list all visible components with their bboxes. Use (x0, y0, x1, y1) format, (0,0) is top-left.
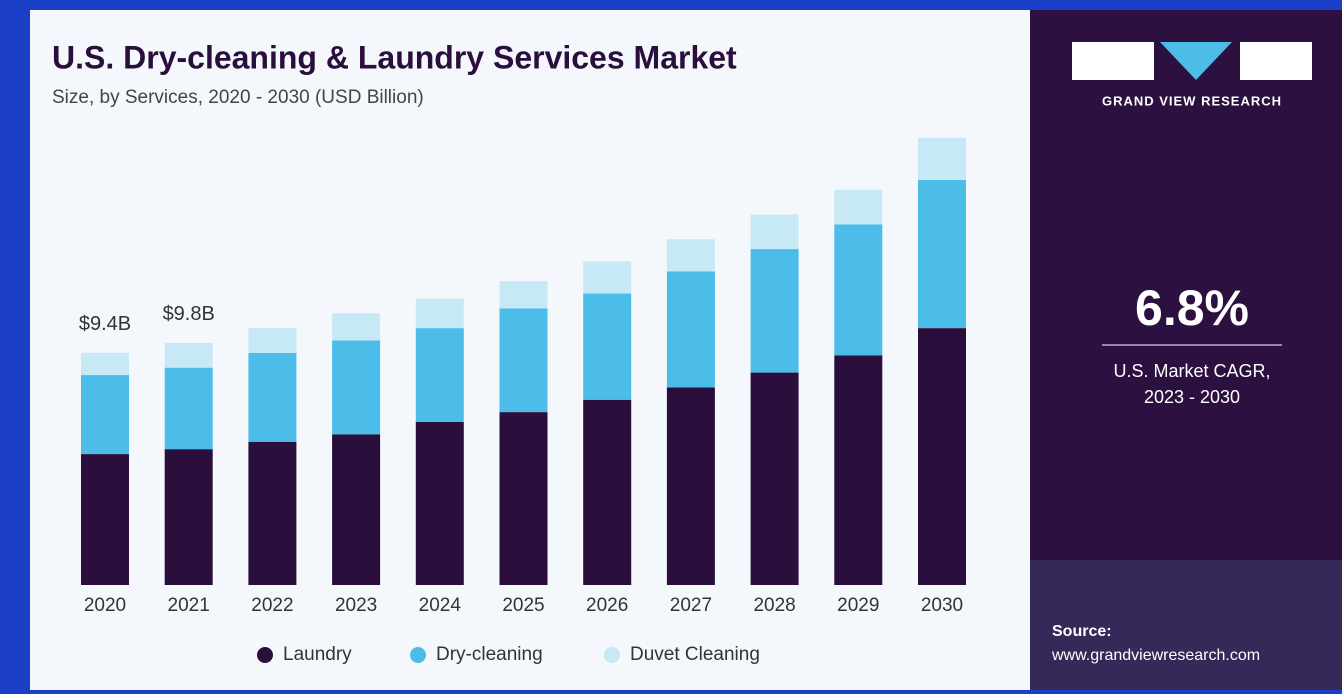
bar-segment (332, 434, 381, 585)
bar-segment (499, 281, 548, 309)
bar-segment (499, 412, 548, 585)
x-tick-label: 2030 (921, 595, 963, 616)
legend-label: Dry-cleaning (436, 644, 543, 665)
x-tick-label: 2021 (168, 595, 210, 616)
chart-title: U.S. Dry-cleaning & Laundry Services Mar… (52, 39, 737, 75)
source-label: Source: (1052, 623, 1112, 640)
caption: U.S. Market CAGR, (1113, 361, 1270, 381)
x-tick-label: 2020 (84, 595, 126, 616)
logo (1072, 42, 1312, 80)
bar-segment (750, 372, 799, 585)
bar-segment (750, 214, 799, 250)
bar-segment (415, 421, 464, 585)
bar-segment (750, 249, 799, 373)
bar-segment (81, 375, 129, 455)
x-tick-label: 2023 (335, 595, 377, 616)
total-label: $9.8B (163, 303, 215, 325)
bar-segment (583, 293, 632, 400)
source-url: www.grandviewresearch.com (1051, 647, 1260, 664)
bar-segment (164, 367, 213, 450)
x-tick-label: 2029 (837, 595, 879, 616)
bar-segment (415, 328, 464, 422)
logo-block (1240, 42, 1312, 80)
x-tick-label: 2026 (586, 595, 628, 616)
bar-segment (332, 313, 381, 341)
x-tick-label: 2024 (419, 595, 462, 616)
bar-segment (248, 352, 297, 442)
legend-swatch (410, 647, 426, 663)
bar-segment (918, 179, 966, 329)
legend-swatch (604, 647, 620, 663)
x-tick-label: 2028 (753, 595, 795, 616)
bar-segment (666, 271, 715, 388)
bar-segment (332, 340, 381, 435)
total-label: $9.4B (79, 313, 131, 335)
bar-segment (834, 224, 883, 356)
bar-segment (415, 298, 464, 329)
bar-segment (164, 342, 213, 368)
x-tick-label: 2027 (670, 595, 712, 616)
bar-segment (164, 449, 213, 585)
bar-segment (81, 454, 129, 585)
legend-label: Laundry (283, 644, 352, 665)
bar-segment (834, 189, 883, 225)
bar-segment (583, 261, 632, 294)
bar-segment (248, 441, 297, 585)
logo-block (1072, 42, 1154, 80)
logo-triangle (1160, 42, 1232, 80)
panel-band (1030, 560, 1342, 690)
bar-segment (666, 387, 715, 585)
bar-segment (918, 328, 966, 585)
bar-segment (834, 355, 883, 585)
bar-segment (248, 328, 297, 353)
bar-segment (918, 137, 966, 180)
legend-swatch (257, 647, 273, 663)
bar-segment (666, 239, 715, 272)
bar-segment (499, 308, 548, 413)
bar-segment (81, 352, 129, 376)
brand: GRAND VIEW RESEARCH (1102, 93, 1282, 108)
x-tick-label: 2025 (502, 595, 544, 616)
bar-segment (583, 399, 632, 585)
legend-label: Duvet Cleaning (630, 644, 760, 665)
caption: 2023 - 2030 (1144, 387, 1240, 407)
headline: 6.8% (1135, 280, 1249, 336)
x-tick-label: 2022 (251, 595, 293, 616)
chart-subtitle: Size, by Services, 2020 - 2030 (USD Bill… (52, 87, 424, 108)
